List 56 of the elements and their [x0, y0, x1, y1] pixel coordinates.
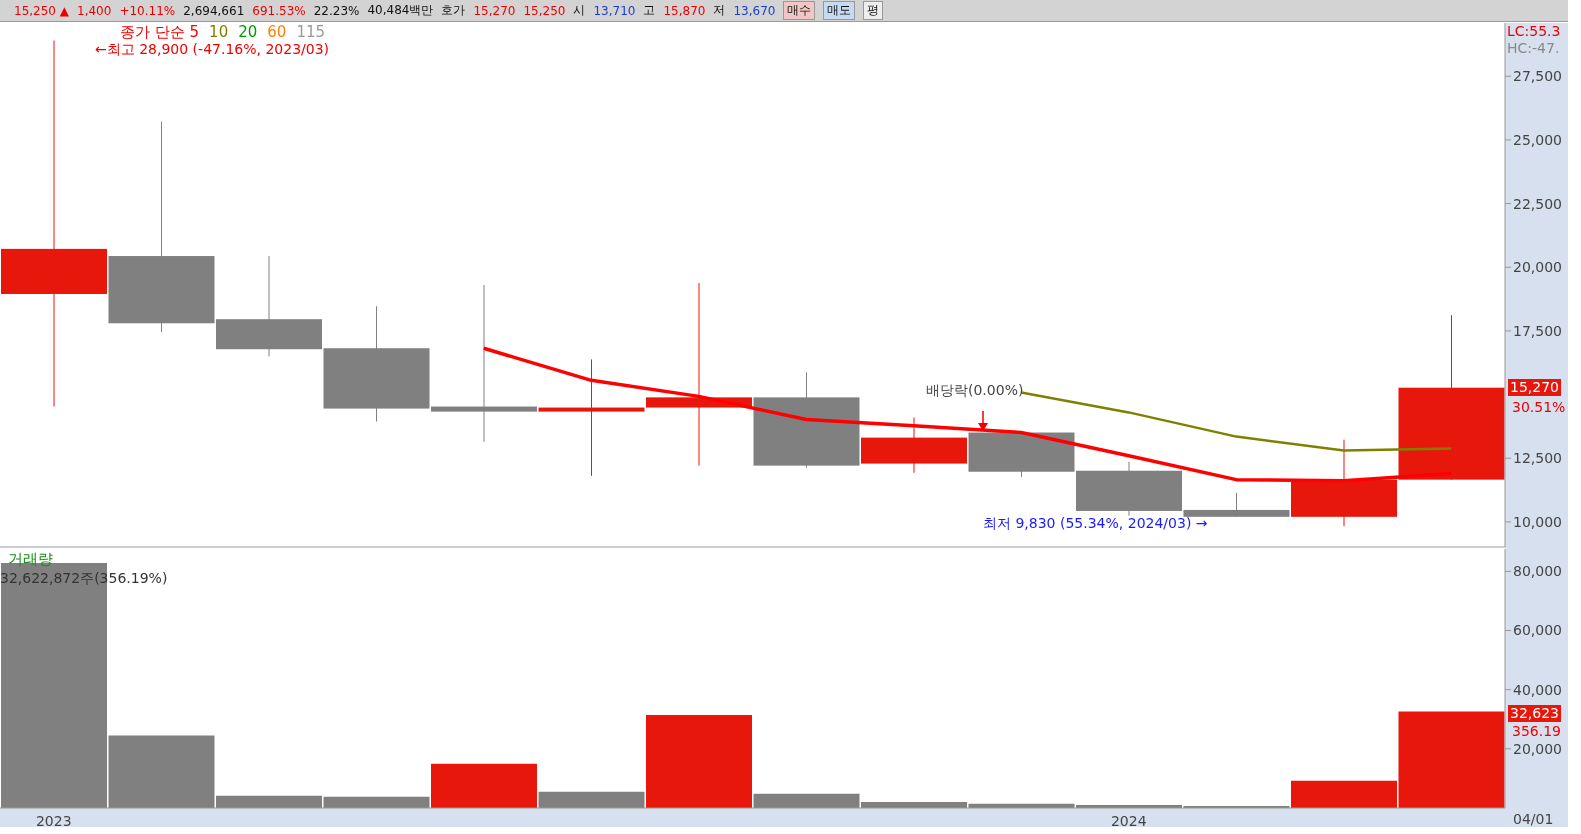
legend-label: 115	[296, 23, 326, 41]
text: 고	[643, 2, 656, 19]
legend-label: 60	[267, 23, 287, 41]
bar	[1291, 780, 1397, 808]
y-tick-label: 80,000	[1513, 563, 1562, 580]
x-tick-label: 2023	[35, 812, 72, 829]
text: 04/01	[1513, 811, 1554, 828]
bar	[431, 763, 537, 808]
text: 매도	[823, 1, 856, 20]
bar	[1398, 711, 1505, 808]
text: 22.23%	[313, 3, 360, 18]
text: +10.11%	[119, 3, 176, 18]
text: 평	[863, 1, 884, 20]
text: 13,710	[593, 3, 636, 18]
text: 5	[189, 23, 200, 41]
text: 매수	[783, 1, 816, 20]
x-tick-label: 2024	[1110, 812, 1147, 829]
text: 13,670	[733, 3, 776, 18]
text: 15,250	[523, 3, 566, 18]
bar	[646, 715, 752, 808]
annotation: ←최고 28,900 (-47.16%, 2023/03)	[95, 41, 330, 58]
legend-label: 20	[238, 23, 258, 41]
text: 저	[713, 2, 726, 19]
text: 30.51%	[1512, 399, 1566, 416]
text: 2,694,661	[183, 3, 245, 18]
annotation: 최저 9,830 (55.34%, 2024/03) →	[983, 515, 1208, 532]
candlestick	[538, 359, 645, 476]
line-series	[482, 346, 1453, 483]
text: 691.53%	[252, 3, 306, 18]
text: 40,484백만	[367, 2, 434, 19]
text: 1,400	[77, 3, 112, 18]
y-tick-label: 60,000	[1513, 622, 1562, 639]
y-tick-label: 20,000	[1513, 740, 1562, 757]
text: 15,270	[1508, 379, 1561, 396]
text: 10	[209, 23, 229, 41]
text: 15,870	[663, 3, 706, 18]
text: 호가	[441, 2, 466, 19]
y-tick-label: 40,000	[1513, 681, 1562, 698]
y-tick-label: 12,500	[1513, 450, 1562, 467]
text: 시	[573, 2, 586, 19]
y-tick-label: 25,000	[1513, 131, 1562, 148]
annotation: 356.19	[1512, 723, 1561, 740]
legend-title: 종가 단순	[120, 23, 186, 41]
text: HC:-47.	[1507, 40, 1560, 57]
y-tick-label: 10,000	[1513, 513, 1562, 530]
y-tick-label: 20,000	[1513, 259, 1562, 276]
y-tick-label: 22,500	[1513, 195, 1562, 212]
annotation: 배당락(0.00%)	[926, 381, 1024, 399]
annotation: 32,623	[1508, 705, 1561, 722]
text: LC:55.3	[1507, 23, 1561, 40]
text: 15,270	[473, 3, 516, 18]
chart-title: 거래량	[8, 550, 53, 569]
text: 15,250 ▲	[14, 3, 70, 18]
y-tick-label: 17,500	[1513, 322, 1562, 339]
bar	[538, 791, 645, 808]
y-tick-label: 27,500	[1513, 68, 1562, 85]
